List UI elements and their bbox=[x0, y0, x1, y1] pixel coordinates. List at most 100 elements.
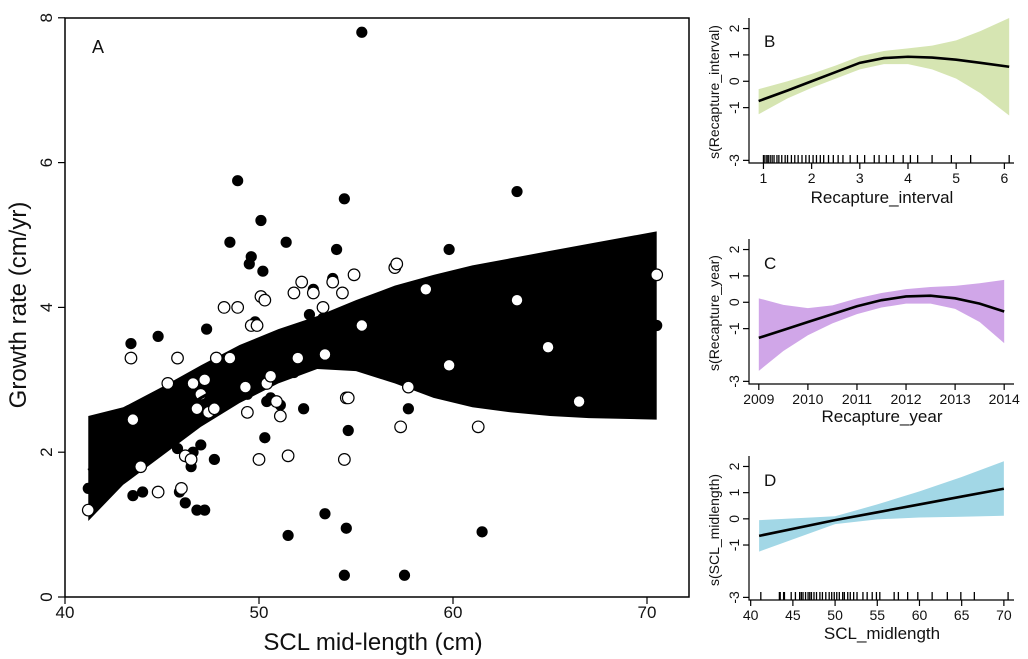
data-point-open bbox=[252, 453, 266, 466]
data-point-filled bbox=[152, 330, 164, 342]
axes-d bbox=[748, 456, 1014, 601]
data-point-filled bbox=[127, 490, 139, 502]
data-point-open bbox=[316, 301, 330, 314]
panel-letter-a: A bbox=[92, 37, 104, 57]
y-tick-label: -1 bbox=[726, 322, 742, 335]
rug-b bbox=[762, 155, 1010, 163]
y-tick-label: 2 bbox=[726, 24, 742, 32]
data-point-filled bbox=[319, 508, 331, 520]
x-tick-label: 45 bbox=[785, 607, 801, 623]
x-tick-label: 2009 bbox=[743, 391, 774, 407]
confidence-band bbox=[759, 461, 1004, 552]
x-tick-label: 70 bbox=[996, 607, 1012, 623]
data-point-open bbox=[223, 351, 237, 365]
y-tick-label: 8 bbox=[37, 13, 56, 22]
x-tick-label: 55 bbox=[869, 607, 885, 623]
data-point-open bbox=[126, 413, 140, 427]
data-point-open bbox=[572, 395, 586, 408]
data-point-open bbox=[336, 286, 349, 300]
data-point-open bbox=[207, 402, 221, 416]
data-point-open bbox=[184, 453, 198, 466]
y-tick-label: -3 bbox=[726, 375, 742, 388]
x-axis-title-c: Recapture_year bbox=[822, 407, 943, 426]
confidence-band-b bbox=[758, 18, 1010, 116]
panel-a: 40 50 60 70 0 2 4 6 8 A SCL mid-length (cm) Grow… bbox=[5, 13, 690, 656]
data-point-filled bbox=[82, 482, 94, 494]
y-axis-title-a: Growth rate (cm/yr) bbox=[5, 202, 32, 409]
data-point-filled bbox=[179, 497, 191, 509]
panel-b: 1 2 3 4 5 6 -3 -1 0 1 2 B Recapture_interval s(Rec… bbox=[706, 18, 1014, 207]
fit-line bbox=[758, 55, 1010, 103]
data-point-filled bbox=[348, 305, 360, 317]
x-axis-title-d: SCL_midlength bbox=[824, 624, 940, 643]
y-tick-label: 0 bbox=[37, 592, 56, 601]
x-axis-title-b: Recapture_interval bbox=[811, 188, 954, 207]
y-axis-title-d: s(SCL_midlength) bbox=[706, 474, 722, 586]
data-point-open bbox=[394, 420, 408, 434]
x-tick-label: 70 bbox=[638, 603, 657, 622]
panel-c: 2009 2010 2011 2012 2013 2014 -3 -1 0 1 2 C Recapt… bbox=[706, 239, 1020, 426]
data-point-filled bbox=[573, 319, 585, 332]
data-point-open bbox=[151, 485, 165, 499]
data-point-filled bbox=[389, 301, 401, 313]
data-point-filled bbox=[476, 526, 488, 538]
data-point-open bbox=[134, 460, 148, 474]
panel-d: 40 45 50 55 60 65 70 -3 -1 0 1 2 D SCL_midlength s(… bbox=[706, 456, 1014, 643]
smooth-fit-c bbox=[758, 294, 1005, 340]
x-tick-label: 2 bbox=[808, 170, 816, 186]
data-point-open bbox=[273, 409, 287, 423]
axis-ticks-c: 2009 2010 2011 2012 2013 2014 -3 -1 0 1 2 bbox=[726, 245, 1020, 407]
axes-c bbox=[748, 239, 1014, 385]
fit-line bbox=[758, 294, 1005, 340]
x-tick-label: 50 bbox=[250, 603, 269, 622]
y-tick-label: -1 bbox=[726, 101, 742, 114]
data-point-filled bbox=[212, 370, 224, 382]
data-point-filled bbox=[542, 377, 554, 390]
data-point-open bbox=[291, 351, 305, 365]
y-tick-label: 6 bbox=[37, 158, 56, 167]
data-point-open bbox=[419, 282, 433, 296]
data-point-filled bbox=[245, 251, 257, 263]
data-point-open bbox=[295, 275, 309, 289]
y-axis-title-c: s(Recapture_year) bbox=[706, 255, 722, 371]
x-tick-label: 1 bbox=[760, 170, 768, 186]
data-point-open bbox=[171, 351, 184, 365]
data-point-open bbox=[161, 377, 175, 390]
data-point-open bbox=[209, 351, 223, 365]
data-point-filled bbox=[402, 403, 414, 415]
data-point-filled bbox=[340, 522, 352, 534]
data-point-open bbox=[217, 301, 231, 314]
axis-ticks-d: 40 45 50 55 60 65 70 -3 -1 0 1 2 bbox=[726, 462, 1012, 623]
data-point-filled bbox=[224, 236, 236, 248]
data-point-open bbox=[401, 380, 415, 394]
data-point-filled bbox=[511, 185, 523, 198]
data-point-open bbox=[186, 377, 200, 390]
x-tick-label: 5 bbox=[952, 170, 960, 186]
data-point-filled bbox=[162, 424, 174, 437]
data-point-open bbox=[341, 391, 355, 405]
data-point-open bbox=[281, 449, 295, 463]
data-point-filled bbox=[298, 403, 310, 415]
data-point-filled bbox=[257, 265, 269, 277]
x-tick-label: 3 bbox=[856, 170, 864, 186]
data-point-filled bbox=[210, 392, 222, 404]
data-point-filled bbox=[282, 529, 294, 542]
data-point-open bbox=[442, 358, 456, 372]
data-point-filled bbox=[201, 323, 213, 335]
x-tick-label: 50 bbox=[827, 607, 843, 623]
axis-ticks-a: 40 50 60 70 0 2 4 6 8 bbox=[37, 13, 656, 622]
y-tick-label: 1 bbox=[726, 489, 742, 497]
smooth-fit-a bbox=[87, 324, 657, 472]
x-tick-label: 4 bbox=[904, 170, 912, 186]
y-tick-label: -3 bbox=[726, 154, 742, 167]
confidence-band-a bbox=[88, 231, 657, 521]
data-point-filled bbox=[288, 366, 300, 379]
data-point-filled bbox=[317, 312, 329, 324]
data-point-filled bbox=[125, 338, 137, 350]
fit-line bbox=[758, 487, 1005, 538]
panel-letter-c: C bbox=[764, 254, 776, 273]
y-tick-label: 1 bbox=[726, 51, 742, 59]
fit-line bbox=[87, 324, 657, 472]
data-point-filled bbox=[199, 504, 211, 516]
